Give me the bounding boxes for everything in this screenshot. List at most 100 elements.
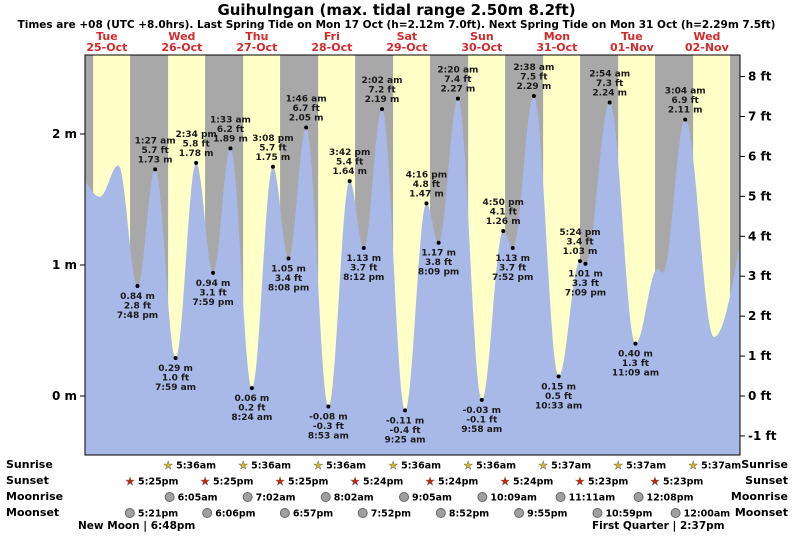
- tide-annotation: -0.3 ft: [313, 422, 345, 432]
- tide-annotation: 1.75 m: [256, 153, 291, 163]
- moonrise-icon: [633, 492, 644, 502]
- moonrise-time: 6:05am: [178, 493, 218, 504]
- tide-annotation: 3.8 ft: [425, 258, 453, 268]
- day-label-date: 29-Oct: [386, 41, 427, 54]
- day-label-date: 31-Oct: [536, 41, 577, 54]
- sunset-time: 5:25pm: [138, 477, 178, 488]
- tide-annotation: 1.13 m: [495, 254, 530, 264]
- tide-annotation: 0.84 m: [120, 292, 155, 302]
- sunset-time: 5:24pm: [438, 477, 478, 488]
- tide-annotation: 8:08 pm: [268, 283, 309, 293]
- sunset-time: 5:25pm: [288, 477, 328, 488]
- moonrise-icon: [477, 492, 488, 502]
- moonset-time: 6:57pm: [293, 509, 333, 520]
- tide-annotation: 1.05 m: [271, 264, 306, 274]
- y-axis-label-right: -1 ft: [748, 429, 777, 443]
- day-label-name: Wed: [693, 30, 720, 43]
- sunset-icon: ★: [575, 475, 585, 488]
- tide-annotation: 1.78 m: [179, 149, 214, 159]
- tide-extreme-dot: [211, 270, 216, 275]
- sunrise-time: 5:36am: [476, 461, 516, 472]
- y-axis-label-right: 6 ft: [748, 149, 772, 163]
- moonset-icon: [202, 508, 213, 518]
- tide-annotation: 0.06 m: [235, 394, 270, 404]
- sunset-label-left: Sunset: [6, 474, 49, 487]
- day-label-date: 26-Oct: [161, 41, 202, 54]
- sunrise-icon: ★: [688, 459, 698, 472]
- day-label-name: Tue: [621, 30, 643, 43]
- tide-annotation: 8:12 pm: [343, 273, 384, 283]
- tide-annotation: 5:24 pm: [559, 228, 600, 238]
- tide-annotation: 3.4 ft: [275, 274, 303, 284]
- moonset-time: 12:00am: [684, 509, 731, 520]
- tide-annotation: 7:59 pm: [192, 298, 233, 308]
- sunrise-time: 5:36am: [326, 461, 366, 472]
- tide-extreme-dot: [379, 107, 384, 112]
- tide-annotation: 7.4 ft: [444, 75, 472, 85]
- tide-extreme-dot: [607, 100, 612, 105]
- moonset-icon: [435, 508, 446, 518]
- tide-extreme-dot: [135, 283, 140, 288]
- sunrise-icon: ★: [388, 459, 398, 472]
- moonset-time: 6:06pm: [215, 509, 255, 520]
- sunset-time: 5:24pm: [363, 477, 403, 488]
- sunset-time: 5:23pm: [663, 477, 703, 488]
- y-axis-label-right: 4 ft: [748, 229, 772, 243]
- moonrise-time: 11:11am: [569, 493, 616, 504]
- moonset-label-left: Moonset: [6, 506, 60, 519]
- sunrise-icon: ★: [463, 459, 473, 472]
- tide-annotation: 2:20 am: [437, 66, 478, 76]
- y-axis-label-right: 0 ft: [748, 389, 772, 403]
- tide-annotation: 1.26 m: [486, 217, 521, 227]
- moonrise-time: 7:02am: [256, 493, 296, 504]
- day-label-name: Sat: [397, 30, 418, 43]
- sunset-icon: ★: [650, 475, 660, 488]
- tide-annotation: -0.08 m: [309, 412, 347, 422]
- moonset-label-right: Moonset: [734, 506, 788, 519]
- tide-annotation: 7:09 pm: [565, 289, 606, 299]
- tide-annotation: 1:46 am: [286, 94, 327, 104]
- plot-border: [84, 54, 741, 456]
- tide-annotation: 0.15 m: [541, 382, 576, 392]
- day-label-name: Tue: [96, 30, 118, 43]
- tide-extreme-dot: [249, 386, 254, 391]
- moonset-time: 10:59pm: [605, 509, 652, 520]
- tide-annotation: -0.11 m: [386, 416, 424, 426]
- tide-extreme-dot: [583, 261, 588, 266]
- sunset-time: 5:23pm: [588, 477, 628, 488]
- moonset-icon: [279, 508, 290, 518]
- night-band: [730, 55, 740, 455]
- tide-annotation: 9:58 am: [461, 425, 502, 435]
- sunset-label-right: Sunset: [745, 474, 788, 487]
- moonrise-icon: [242, 492, 253, 502]
- tide-annotation: 8:09 pm: [418, 268, 459, 278]
- tide-annotation: 2:02 am: [361, 76, 402, 86]
- sunrise-label-right: Sunrise: [741, 458, 788, 471]
- tide-annotation: 3:04 am: [665, 87, 706, 97]
- tide-annotation: 2.24 m: [592, 89, 627, 99]
- y-axis-label-right: 5 ft: [748, 189, 772, 203]
- moonset-icon: [592, 508, 603, 518]
- tide-extreme-dot: [510, 245, 515, 250]
- moonrise-icon: [320, 492, 331, 502]
- tide-annotation: 4.8 ft: [413, 180, 441, 190]
- tide-extreme-dot: [683, 117, 688, 122]
- sunset-icon: ★: [425, 475, 435, 488]
- moonset-icon: [514, 508, 525, 518]
- tide-annotation: 2.05 m: [289, 113, 324, 123]
- sunset-icon: ★: [500, 475, 510, 488]
- tide-annotation: 2.11 m: [668, 106, 703, 116]
- sunrise-icon: ★: [538, 459, 548, 472]
- y-axis-label-right: 1 ft: [748, 349, 772, 363]
- tide-extreme-dot: [556, 374, 561, 379]
- tide-annotation: -0.03 m: [463, 406, 501, 416]
- day-label-name: Mon: [544, 30, 570, 43]
- tide-extreme-dot: [173, 356, 178, 361]
- tide-annotation: 3:08 pm: [252, 134, 293, 144]
- moonset-time: 8:52pm: [449, 509, 489, 520]
- sunrise-time: 5:37am: [701, 461, 741, 472]
- tide-annotation: 1:33 am: [210, 115, 251, 125]
- sunrise-icon: ★: [613, 459, 623, 472]
- day-label-date: 27-Oct: [236, 41, 277, 54]
- tide-annotation: 2:54 am: [589, 70, 630, 80]
